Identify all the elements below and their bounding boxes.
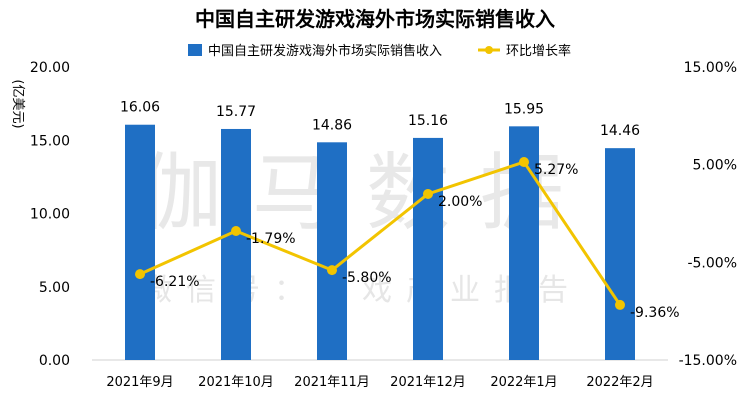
- bar-value-label: 14.46: [600, 123, 640, 139]
- left-tick-label: 5.00: [39, 280, 70, 296]
- category-label: 2021年12月: [390, 375, 466, 390]
- y-axis-unit: (亿美元): [10, 79, 25, 128]
- growth-point: [327, 265, 337, 276]
- bar-value-label: 15.77: [216, 104, 256, 120]
- left-tick-label: 0.00: [39, 353, 70, 369]
- category-label: 2021年11月: [294, 375, 370, 390]
- bar-value-label: 15.16: [408, 113, 448, 129]
- right-tick-label: -5.00%: [687, 255, 737, 271]
- right-axis-ticks: -15.00% -5.00% 5.00% 15.00%: [679, 60, 737, 369]
- growth-point: [615, 299, 625, 310]
- left-tick-label: 20.00: [30, 60, 70, 76]
- category-label: 2022年2月: [586, 375, 653, 390]
- right-tick-label: 15.00%: [684, 60, 737, 76]
- bar: [413, 137, 443, 360]
- left-axis-ticks: 0.00 5.00 10.00 15.00 20.00: [30, 60, 70, 369]
- left-tick-label: 15.00: [30, 133, 70, 149]
- growth-value-label: -6.21%: [150, 274, 200, 290]
- legend-line-label: 环比增长率: [506, 43, 571, 59]
- growth-value-label: 5.27%: [534, 162, 578, 178]
- chart-title: 中国自主研发游戏海外市场实际销售收入: [195, 7, 555, 31]
- right-tick-label: -15.00%: [679, 353, 737, 369]
- growth-point: [135, 269, 145, 280]
- legend-line-marker: [485, 46, 493, 54]
- bar: [605, 148, 635, 360]
- legend-bar-label: 中国自主研发游戏海外市场实际销售收入: [208, 43, 442, 59]
- legend: 中国自主研发游戏海外市场实际销售收入 环比增长率: [188, 43, 571, 59]
- bar: [125, 124, 155, 360]
- category-label: 2022年1月: [490, 375, 557, 390]
- growth-value-label: -5.80%: [342, 270, 392, 286]
- growth-point: [231, 225, 241, 236]
- right-tick-label: 5.00%: [693, 158, 737, 174]
- bar: [317, 142, 347, 360]
- legend-bar-swatch: [188, 44, 202, 56]
- bar-value-label: 14.86: [312, 117, 352, 133]
- growth-value-label: -1.79%: [246, 231, 296, 247]
- growth-point: [519, 157, 529, 168]
- growth-point: [423, 188, 433, 199]
- bar: [221, 128, 251, 360]
- category-labels: 2021年9月 2021年10月 2021年11月 2021年12月 2022年1月 20…: [106, 375, 653, 390]
- watermark-sub: 微信号：游戏产业报告: [142, 273, 582, 308]
- bars: 16.06 15.77 14.86 15.16 15.95 14.46: [120, 100, 640, 361]
- watermark-main: 伽马数据: [138, 144, 594, 242]
- bar-value-label: 15.95: [504, 101, 544, 117]
- growth-line: -6.21% -1.79% -5.80% 2.00% 5.27% -9.36%: [135, 157, 680, 321]
- growth-value-label: 2.00%: [438, 194, 482, 210]
- bar-value-label: 16.06: [120, 100, 160, 116]
- category-label: 2021年9月: [106, 375, 173, 390]
- category-label: 2021年10月: [198, 375, 274, 390]
- growth-line-path: [139, 160, 622, 306]
- growth-value-label: -9.36%: [630, 305, 680, 321]
- left-tick-label: 10.00: [30, 207, 70, 223]
